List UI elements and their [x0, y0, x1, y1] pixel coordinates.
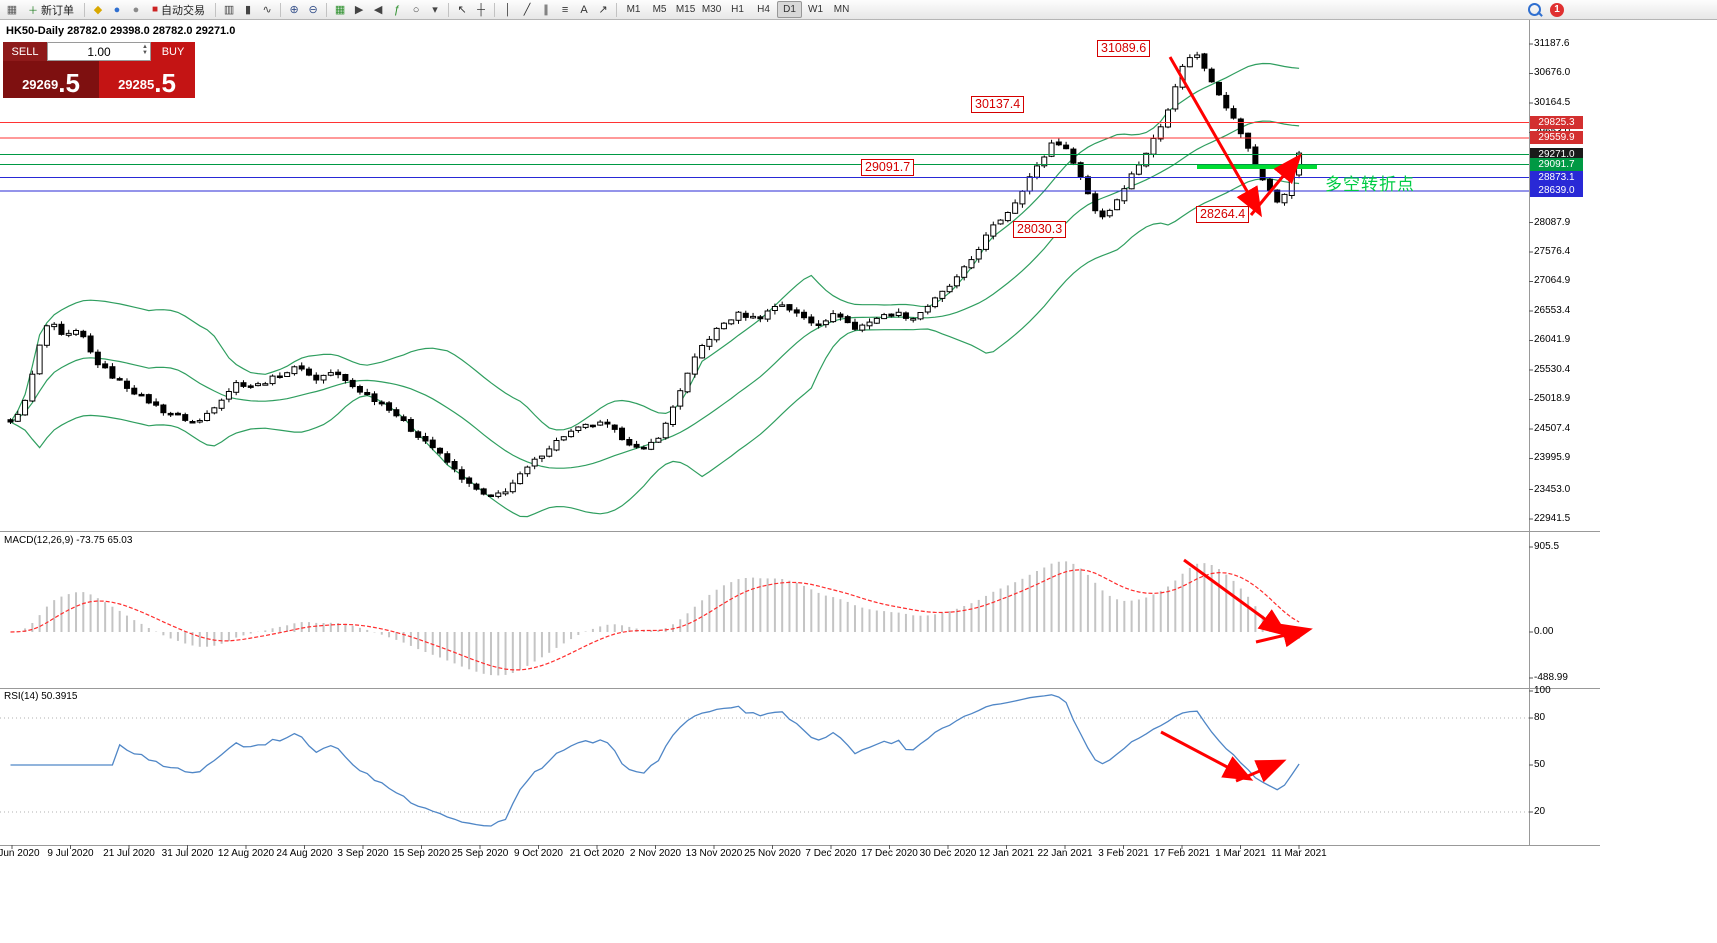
templates-dropdown-icon[interactable]: ▾ [432, 4, 438, 16]
timeframe-h4[interactable]: H4 [757, 4, 770, 15]
sell-price[interactable]: 29269.5 [3, 61, 99, 98]
timeframe-d1[interactable]: D1 [777, 1, 803, 18]
fibonacci-icon[interactable]: ≡ [561, 3, 569, 16]
timeframe-h1[interactable]: H1 [731, 4, 744, 15]
trend-arrow[interactable] [1249, 153, 1302, 216]
buy-button[interactable]: BUY [151, 42, 195, 61]
timeframe-m30[interactable]: M30 [701, 4, 722, 15]
price-callout[interactable]: 30137.4 [971, 96, 1025, 113]
notification-badge[interactable]: 1 [1550, 2, 1564, 17]
auto-trading-button[interactable]: ■ 自动交易 [146, 2, 211, 18]
toolbar-separator [280, 2, 282, 17]
support-line[interactable] [1197, 165, 1317, 169]
buy-price[interactable]: 29285.5 [99, 61, 195, 98]
rsi-indicator-label: RSI(14) 50.3915 [4, 691, 78, 702]
pane-separators [0, 20, 1600, 846]
buy-price-big-digit: .5 [154, 68, 176, 98]
toolbar-separator [326, 2, 328, 17]
tile-windows-icon[interactable]: ▦ [334, 4, 346, 16]
cursor-icon[interactable]: ↖ [457, 4, 467, 16]
vertical-line-icon[interactable]: │ [504, 3, 512, 16]
price-callout[interactable]: 31089.6 [1097, 40, 1151, 57]
terminal-chart-icon[interactable]: ▦ [6, 4, 18, 16]
one-click-trading-panel: SELL 1.00 ▲ ▼ BUY 29269.5 29285.5 [3, 42, 195, 98]
support-icon[interactable]: ● [132, 3, 140, 16]
quotes-icon[interactable]: ◆ [93, 4, 103, 16]
arrows-tool-icon[interactable]: ↗ [598, 4, 608, 16]
new-order-button-label: 新订单 [41, 4, 74, 17]
auto-scroll-icon[interactable]: ▶ [354, 4, 364, 16]
sell-price-big-digit: .5 [58, 68, 80, 98]
toolbar-separator [448, 2, 450, 17]
auto-trading-button-label: 自动交易 [161, 4, 206, 17]
volume-spinner[interactable]: ▲ ▼ [142, 44, 148, 56]
candlestick-type-icon[interactable]: ▮ [245, 4, 252, 16]
trend-arrow[interactable] [1235, 759, 1287, 783]
timeframe-m15[interactable]: M15 [675, 4, 696, 15]
timeframe-m5[interactable]: M5 [652, 4, 667, 15]
sell-button[interactable]: SELL [3, 42, 47, 61]
timeframe-mn[interactable]: MN [833, 4, 850, 15]
bollinger-bands [9, 62, 1300, 518]
trend-arrow[interactable] [1183, 558, 1289, 637]
timeframe-w1[interactable]: W1 [808, 4, 824, 15]
rsi-pane [0, 694, 1529, 827]
toolbar-right-cluster: 1 [1528, 2, 1564, 17]
zoom-in-icon[interactable]: ⊕ [289, 4, 299, 16]
macd-indicator-label: MACD(12,26,9) -73.75 65.03 [4, 535, 133, 546]
trendline-icon[interactable]: ╱ [523, 4, 531, 16]
crosshair-icon[interactable]: ┼ [477, 3, 485, 16]
toolbar-separator [616, 2, 618, 17]
auto-trading-button-icon: ■ [152, 4, 159, 15]
bar-chart-type-icon[interactable]: ▥ [223, 4, 235, 16]
macd-pane [10, 561, 1301, 676]
new-order-button[interactable]: ＋新订单 [22, 2, 80, 18]
trend-arrow[interactable] [1255, 623, 1313, 648]
candles [7, 51, 1303, 499]
zoom-out-icon[interactable]: ⊖ [308, 4, 318, 16]
trend-arrow[interactable] [1168, 56, 1262, 218]
sell-price-main: 29269 [22, 77, 59, 92]
main-toolbar: ▦ ＋新订单 ◆ ● ● ■ 自动交易 ▥ ▮ ∿ ⊕ ⊖ ▦ ▶ ◀ ƒ ○ ▾ ↖ ┼ │ ╱ ∥ ≡ A ↗ M1 M5 M15 M… [0, 0, 1717, 20]
toolbar-separator [84, 2, 85, 17]
periods-icon[interactable]: ○ [412, 3, 420, 16]
channel-icon[interactable]: ∥ [543, 4, 549, 16]
chart-shift-icon[interactable]: ◀ [373, 4, 383, 16]
text-label-icon[interactable]: A [580, 3, 588, 16]
new-order-button-icon: ＋ [28, 6, 38, 17]
indicators-icon[interactable]: ƒ [393, 3, 401, 16]
buy-price-main: 29285 [118, 77, 155, 92]
price-callout[interactable]: 28030.3 [1013, 221, 1067, 238]
price-callout[interactable]: 29091.7 [861, 159, 915, 176]
price-callout[interactable]: 28264.4 [1196, 206, 1250, 223]
volume-value: 1.00 [87, 44, 111, 59]
axis-ticks [11, 43, 1533, 849]
search-icon[interactable] [1528, 3, 1541, 16]
chart-symbol-title: HK50-Daily 28782.0 29398.0 28782.0 29271… [6, 25, 236, 37]
trend-annotations[interactable] [1160, 56, 1317, 783]
price-level-lines[interactable] [0, 122, 1529, 192]
volume-input[interactable]: 1.00 ▲ ▼ [47, 42, 151, 61]
trend-arrow[interactable] [1160, 730, 1254, 781]
toolbar-separator [215, 2, 217, 17]
line-chart-type-icon[interactable]: ∿ [262, 4, 272, 16]
accounts-icon[interactable]: ● [113, 3, 121, 16]
timeframe-m1[interactable]: M1 [626, 4, 641, 15]
trend-note-text[interactable]: 多空转折点 [1325, 175, 1415, 194]
toolbar-separator [494, 2, 496, 17]
